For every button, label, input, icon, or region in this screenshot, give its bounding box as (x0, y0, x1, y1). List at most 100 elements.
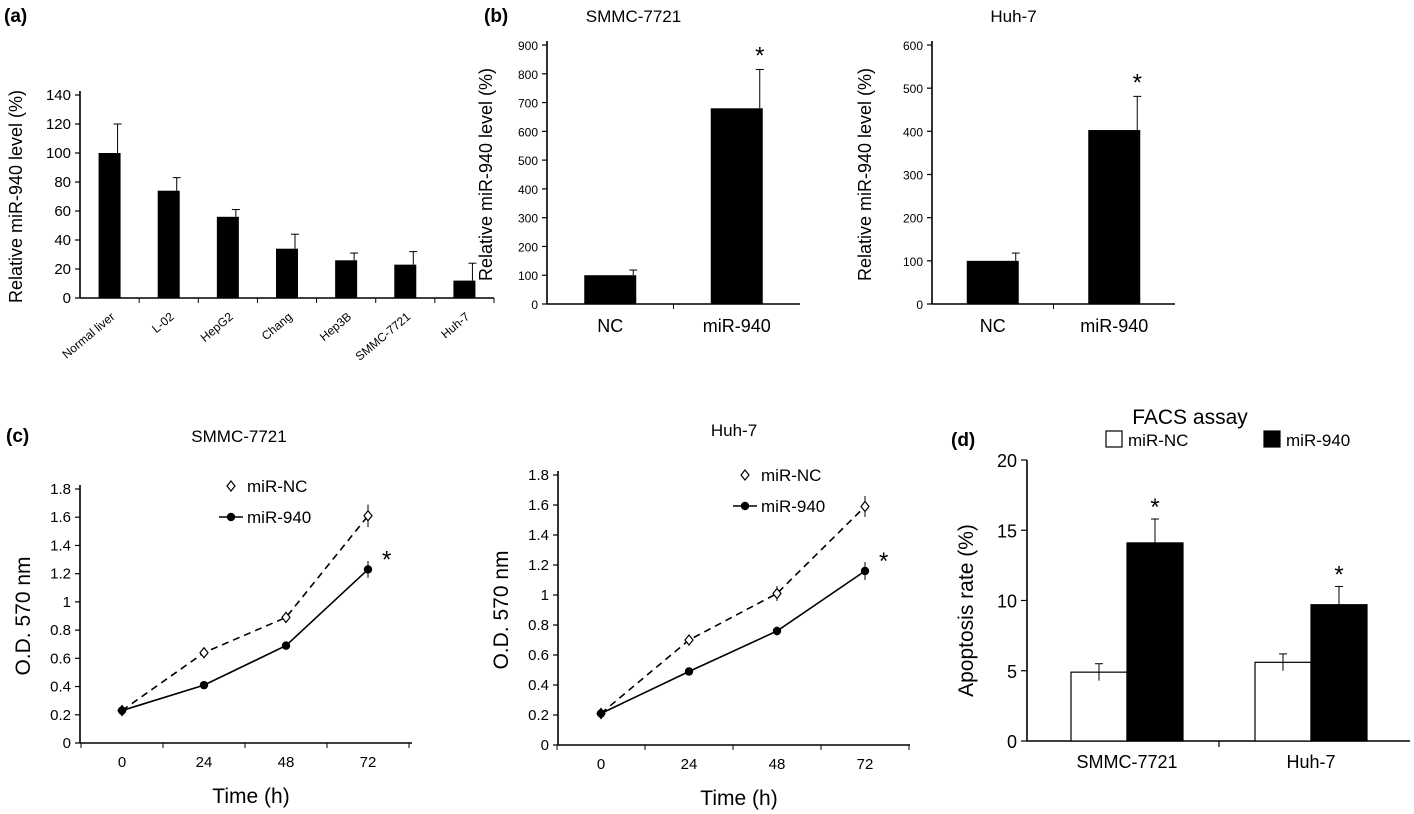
y-tick-label: 1.6 (50, 509, 71, 526)
y-tick-label: 100 (46, 145, 71, 162)
x-tick-label: miR-940 (703, 316, 771, 336)
chart-title: FACS assay (1132, 406, 1248, 429)
bar (453, 280, 476, 298)
data-point (363, 565, 373, 574)
significance-asterisk: * (879, 548, 888, 575)
bar (98, 153, 121, 298)
y-tick-label: 0 (541, 737, 549, 754)
y-tick-label: 1.2 (50, 566, 71, 583)
x-tick-label: L-02 (149, 309, 177, 335)
y-tick-label: 1.4 (50, 537, 71, 554)
bar (276, 248, 298, 298)
y-tick-label: 1.8 (528, 467, 549, 484)
data-point (281, 641, 291, 650)
legend-marker (740, 469, 750, 481)
bar-miR-NC (1254, 661, 1312, 742)
x-tick-label: 0 (597, 756, 605, 773)
x-axis-label: Time (h) (700, 787, 777, 810)
y-tick-label: 0 (1007, 732, 1017, 752)
y-tick-label: 1 (541, 587, 549, 604)
x-tick-label: 72 (857, 756, 874, 773)
bar (1088, 130, 1141, 304)
y-tick-label: 5 (1007, 662, 1017, 682)
bar (394, 264, 417, 298)
y-tick-label: 0 (531, 298, 538, 312)
series-line-miR-NC (121, 515, 369, 712)
data-point (772, 587, 782, 600)
bar-miR-940 (1126, 542, 1184, 742)
significance-asterisk: * (382, 546, 391, 573)
y-axis-label: Relative miR-940 level (%) (855, 68, 875, 281)
data-point (199, 680, 209, 690)
chart-title: Huh-7 (711, 421, 757, 440)
x-tick-label: miR-940 (1080, 316, 1148, 336)
legend-label: miR-940 (761, 497, 825, 516)
bar (966, 260, 1019, 304)
legend-marker (740, 501, 750, 511)
y-tick-label: 200 (903, 212, 923, 226)
y-tick-label: 20 (54, 261, 71, 278)
y-tick-label: 900 (518, 39, 538, 53)
x-tick-label: SMMC-7721 (1076, 752, 1177, 772)
y-tick-label: 10 (997, 592, 1017, 612)
y-tick-label: 80 (54, 174, 71, 191)
data-point (684, 634, 694, 646)
y-axis-label: Relative miR-940 level (%) (6, 90, 26, 303)
y-axis-label: Relative miR-940 level (%) (476, 68, 496, 281)
chart-title: Huh-7 (990, 7, 1036, 26)
x-tick-label: 48 (769, 756, 786, 773)
y-tick-label: 0.6 (528, 647, 549, 664)
y-tick-label: 1 (63, 594, 71, 611)
data-point (772, 626, 782, 636)
x-tick-label: 48 (278, 754, 295, 771)
y-tick-label: 1.6 (528, 497, 549, 514)
legend-label: miR-NC (247, 477, 307, 496)
y-tick-label: 100 (903, 255, 923, 269)
bar (216, 216, 239, 298)
legend-marker (226, 480, 236, 492)
legend-swatch (1105, 430, 1123, 448)
significance-asterisk: * (1150, 494, 1159, 521)
y-tick-label: 60 (54, 203, 71, 220)
y-tick-label: 1.8 (50, 481, 71, 498)
data-point (596, 709, 606, 718)
y-tick-label: 300 (903, 169, 923, 183)
x-tick-label: 0 (118, 754, 126, 771)
y-axis-label: Apoptosis rate (%) (955, 524, 978, 697)
bar-miR-940 (1310, 604, 1368, 742)
y-tick-label: 15 (997, 521, 1017, 541)
y-tick-label: 1.4 (528, 527, 549, 544)
x-tick-label: NC (597, 316, 623, 336)
data-point (199, 646, 209, 659)
y-tick-label: 40 (54, 232, 71, 249)
series-line-miR-NC (600, 505, 866, 715)
data-point (684, 667, 694, 676)
y-tick-label: 0 (63, 290, 71, 307)
legend-label: miR-NC (1128, 431, 1188, 450)
chart-b-huh7-transfection: 0 100 200 300 400 500 600 Relative miR-940 leve… (855, 7, 1175, 336)
x-tick-label: Huh-7 (438, 309, 472, 341)
y-tick-label: 0.4 (50, 679, 71, 696)
series-line-miR-940 (121, 568, 369, 712)
y-tick-label: 600 (518, 125, 538, 139)
x-tick-label: SMMC-7721 (353, 309, 414, 363)
panel-label-a: (a) (4, 6, 27, 27)
series-line-miR-940 (600, 570, 866, 715)
x-tick-label: Huh-7 (1286, 752, 1335, 772)
x-tick-label: 72 (360, 754, 377, 771)
significance-asterisk: * (755, 42, 764, 69)
x-tick-label: NC (980, 316, 1006, 336)
bar (710, 108, 763, 304)
y-tick-label: 400 (903, 125, 923, 139)
y-tick-label: 100 (518, 269, 538, 283)
legend-label: miR-940 (1286, 431, 1350, 450)
chart-a-relative-level-cell-lines: 0 20 40 60 80 100 120 140 Relative miR-940 level… (6, 87, 495, 364)
y-tick-label: 200 (518, 240, 538, 254)
y-tick-label: 0 (63, 735, 71, 752)
y-tick-label: 700 (518, 97, 538, 111)
y-tick-label: 0 (916, 298, 923, 312)
y-tick-label: 300 (518, 212, 538, 226)
legend-marker (226, 512, 236, 522)
y-tick-label: 500 (903, 82, 923, 96)
y-tick-label: 0.6 (50, 650, 71, 667)
